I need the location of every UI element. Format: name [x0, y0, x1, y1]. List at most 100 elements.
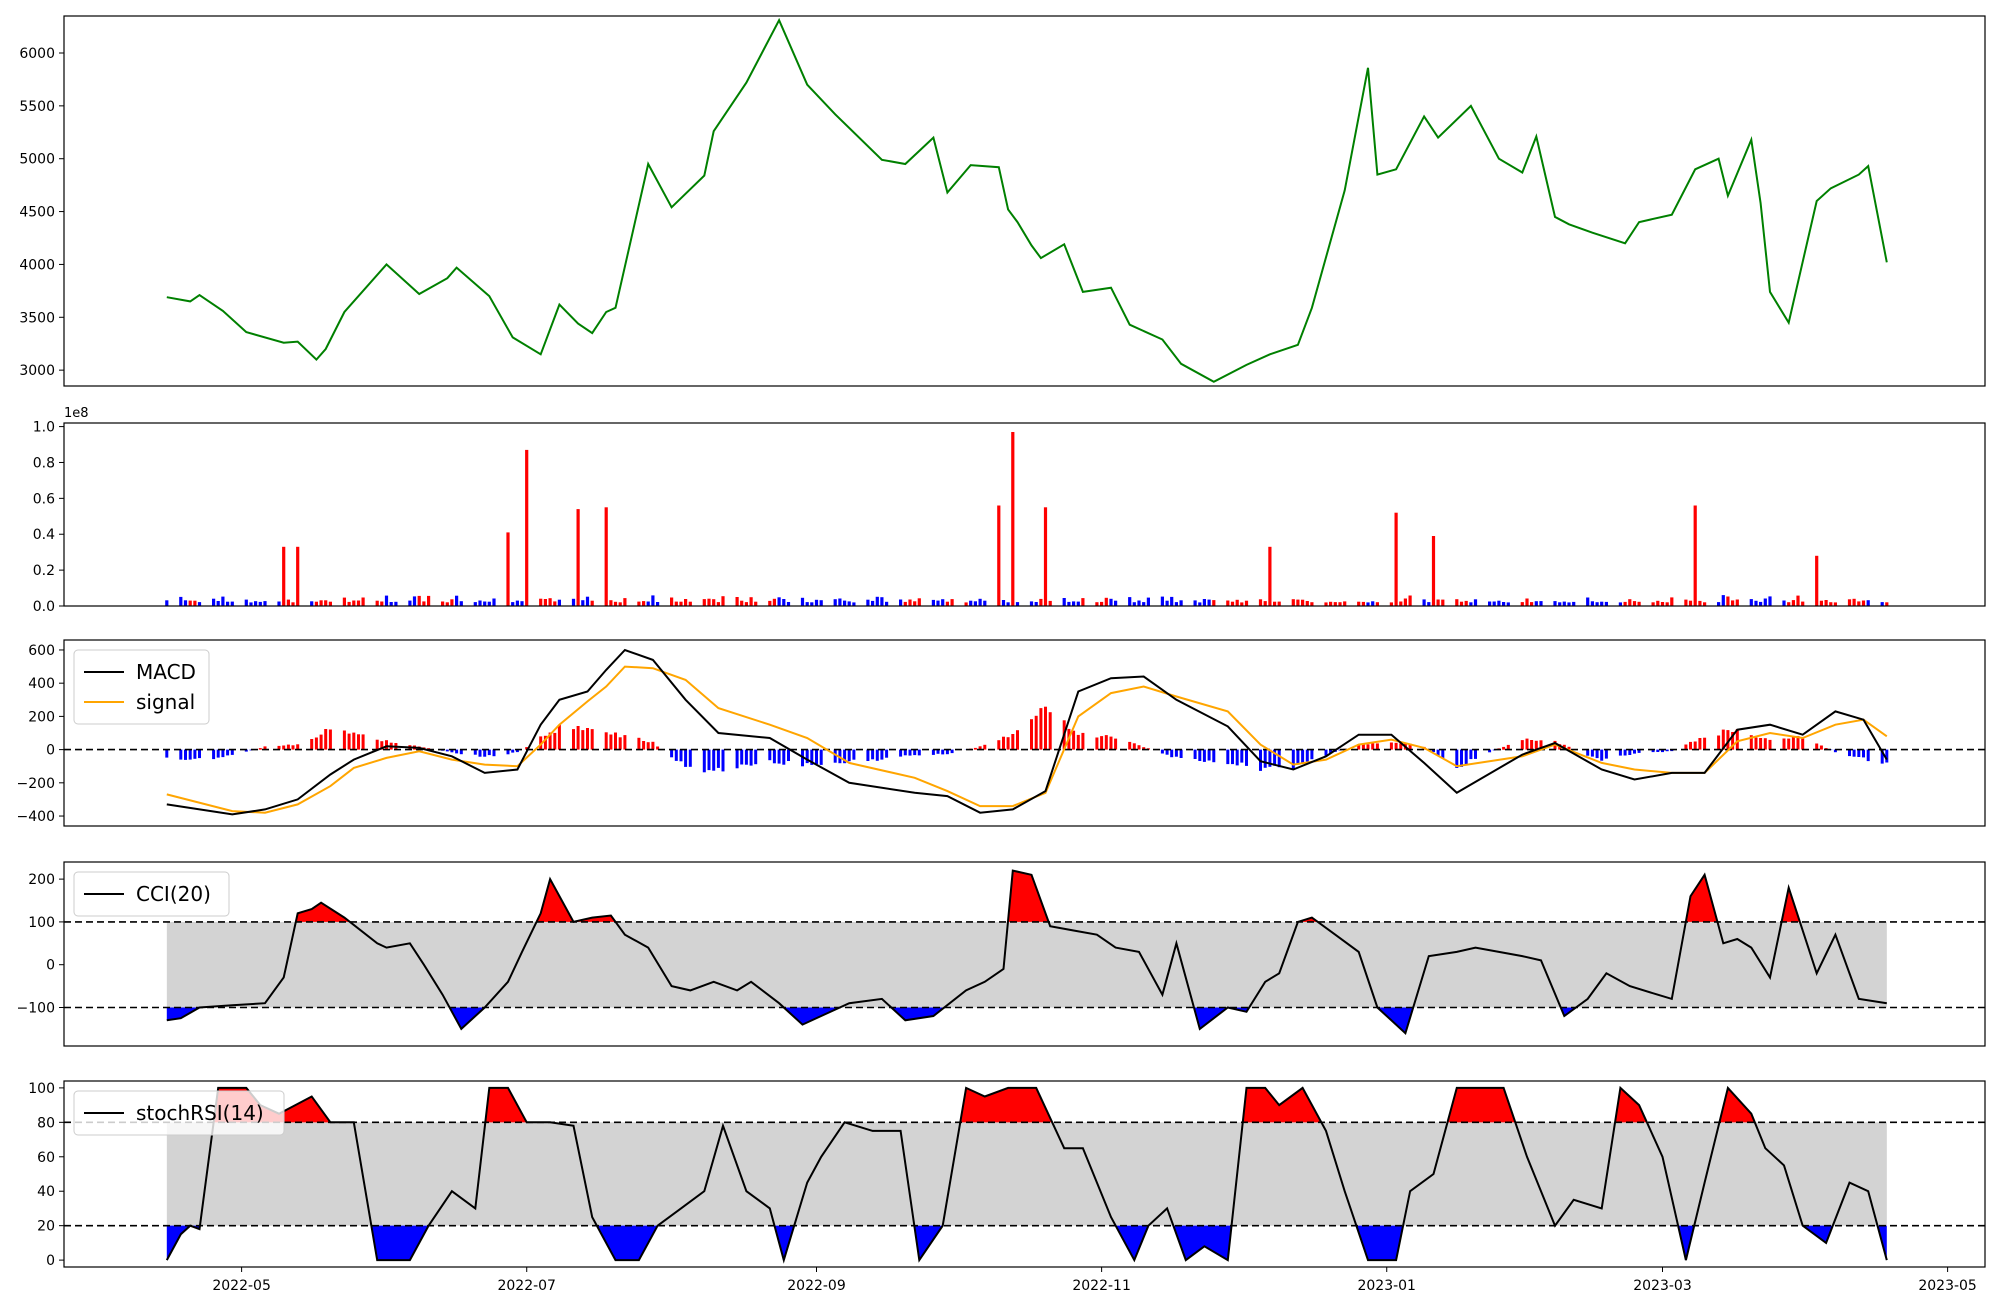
volume-bar: [221, 596, 225, 606]
time-tick-label: 2022-09: [787, 1278, 846, 1294]
macd-panel-frame: [63, 639, 1986, 827]
volume-bar: [1604, 601, 1608, 606]
volume-bar: [712, 599, 716, 606]
volume-bar: [973, 601, 977, 606]
volume-bar: [1310, 602, 1314, 606]
volume-bar: [707, 598, 711, 606]
time-axis: 2022-05 2022-07 2022-09 2022-11 2023-01 2023-…: [212, 1267, 1977, 1294]
macd-histogram-bar: [1039, 708, 1043, 750]
volume-bar: [1043, 507, 1048, 606]
volume-bar: [342, 597, 346, 606]
volume-bar: [492, 598, 496, 606]
macd-histogram-bar: [1604, 749, 1608, 759]
volume-bar: [258, 601, 262, 606]
macd-histogram-bar: [1787, 738, 1791, 750]
volume-bar: [1371, 601, 1375, 606]
macd-histogram-bar: [581, 730, 585, 750]
macd-histogram-bar: [1885, 749, 1889, 763]
volume-bar: [843, 600, 847, 606]
volume-bar: [1277, 601, 1281, 606]
macd-histogram-bar: [623, 735, 627, 750]
macd-histogram-bar: [1567, 746, 1571, 750]
macd-histogram-bar: [1114, 738, 1118, 750]
volume-bar: [1829, 602, 1833, 606]
macd-histogram-bar: [871, 749, 875, 760]
macd-histogram-bar: [1226, 749, 1230, 765]
macd-histogram-bar: [450, 749, 454, 753]
volume-bar: [740, 600, 744, 606]
volume-bar: [394, 601, 398, 606]
macd-histogram-bar: [1441, 749, 1445, 758]
macd-histogram-bar: [1165, 749, 1169, 755]
macd-histogram-bar: [310, 739, 314, 750]
volume-bar: [286, 599, 290, 606]
macd-legend: [73, 649, 210, 725]
macd-histogram-bar: [1389, 742, 1393, 750]
macd-histogram-bar: [1782, 738, 1786, 750]
volume-bar: [1343, 601, 1347, 606]
macd-histogram-bar: [1717, 735, 1721, 750]
macd-histogram-bar: [165, 749, 169, 758]
macd-histogram-bar: [576, 726, 580, 750]
volume-bar: [1684, 599, 1688, 606]
volume-bar: [749, 597, 753, 606]
volume-bar: [819, 600, 823, 606]
macd-histogram-bar: [553, 732, 557, 750]
macd-histogram-bar: [815, 749, 818, 765]
volume-bar: [1590, 601, 1594, 606]
volume-bar: [772, 598, 776, 606]
volume-bar: [978, 598, 982, 606]
macd-histogram-bar: [478, 749, 482, 757]
volume-bar: [1787, 602, 1791, 606]
stochrsi-ytick-label: 80: [37, 1115, 55, 1131]
macd-histogram-bar: [212, 749, 216, 760]
macd-histogram-bar: [1142, 747, 1146, 750]
macd-histogram-bar: [1852, 749, 1856, 757]
volume-bar: [1258, 599, 1263, 606]
macd-histogram-bar: [1002, 736, 1005, 750]
macd-histogram-bar: [445, 749, 449, 752]
volume-bar: [571, 598, 576, 606]
macd-histogram-bar: [1502, 746, 1506, 750]
volume-bar: [1389, 602, 1393, 606]
macd-histogram-bar: [1637, 749, 1641, 753]
volume-bar: [197, 602, 202, 606]
volume-bar: [1048, 600, 1052, 606]
volume-bar: [1160, 596, 1164, 606]
volume-bar: [997, 505, 1001, 606]
macd-histogram-bar: [1534, 740, 1538, 750]
macd-histogram-bar: [1235, 749, 1239, 766]
macd-histogram-bar: [1329, 749, 1333, 754]
volume-bar: [375, 600, 379, 606]
volume-bar: [609, 600, 613, 606]
volume-bar: [1801, 601, 1805, 606]
macd-histogram-bar: [319, 734, 323, 750]
volume-bar: [777, 597, 781, 606]
macd-histogram-bar: [875, 749, 879, 761]
macd-histogram-bar: [1866, 749, 1870, 762]
volume-bar: [899, 599, 903, 606]
volume-bar: [1815, 555, 1819, 606]
volume-bar: [656, 602, 660, 606]
macd-histogram-bar: [1268, 749, 1272, 767]
volume-bar: [1618, 602, 1622, 606]
volume-bar: [852, 602, 856, 606]
volume-bar: [646, 601, 650, 606]
volume-bar: [642, 601, 646, 606]
volume-bar: [1100, 601, 1104, 606]
price-panel: 3000 3500 4000 4500 5000 5500 6000: [19, 15, 1986, 387]
macd-histogram-bar: [1791, 736, 1795, 750]
volume-bar: [931, 599, 935, 606]
macd-histogram-bar: [721, 749, 725, 772]
macd-histogram-bar: [941, 749, 945, 755]
volume-bar: [1852, 598, 1856, 606]
volume-bar: [1333, 602, 1337, 606]
macd-histogram-bar: [978, 746, 982, 750]
macd-histogram-bar: [314, 737, 318, 750]
volume-bar: [721, 596, 725, 606]
volume-bar: [1375, 602, 1379, 606]
macd-histogram-bar: [716, 749, 720, 768]
macd-histogram-bar: [772, 749, 776, 764]
macd-histogram-bar: [847, 749, 851, 762]
volume-bar: [1403, 598, 1407, 606]
